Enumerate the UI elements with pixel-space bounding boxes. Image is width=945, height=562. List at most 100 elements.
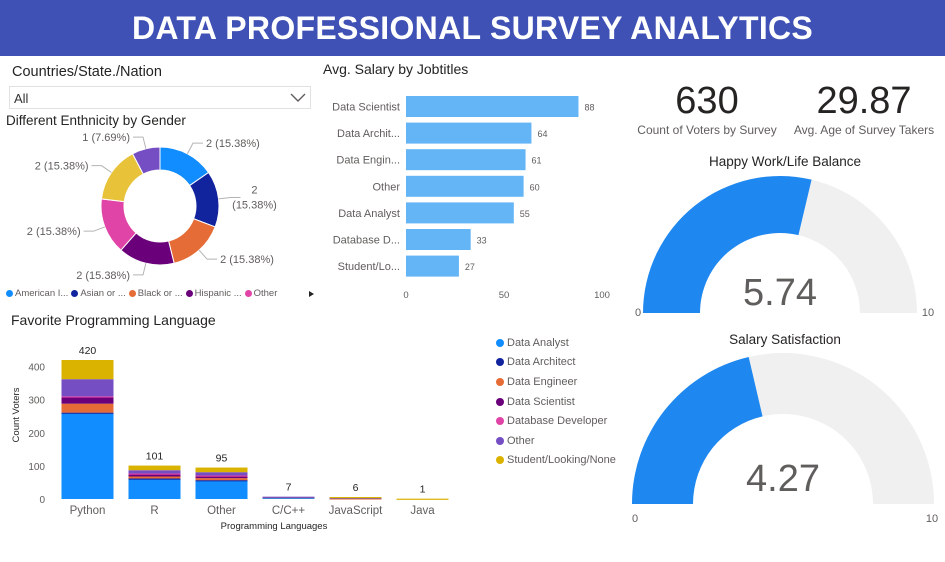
stacked-bar-segment [195,478,248,481]
stacked-bar-segment [396,498,449,500]
bar-data-label: 88 [584,103,594,113]
dashboard-title: DATA PROFESSIONAL SURVEY ANALYTICS [131,9,814,46]
stacked-bar-segment [128,470,181,474]
salary-bar [406,229,471,250]
stacked-bar-segment [61,403,114,413]
legend-label: Hispanic ... [194,288,242,299]
slicer-title: Countries/State./Nation [12,64,162,80]
salary-bar-title: Avg. Salary by Jobtitles [323,61,469,77]
stacked-bar-segment [61,360,114,380]
stacked-bar-segment [195,480,248,499]
programming-language-column-chart: 0 100 200 300 400 Count Voters 420 Python 101 R 95… [11,345,449,532]
legend-swatch [128,290,136,297]
x-tick-label: 0 [403,290,408,301]
salary-bar [406,255,459,277]
bar-category-label: Data Engin... [336,155,400,167]
donut-data-label: 1 (7.69%) [82,132,130,144]
bar-data-label: 60 [530,182,540,192]
donut-legend: American I... Asian or ... Black or ... … [6,288,280,299]
y-tick-label: 0 [39,495,45,506]
legend-label: Black or ... [137,288,183,299]
legend-item: Asian or ... [71,288,126,299]
voter-count-value: 630 [675,80,739,122]
bar-category-label: Database D... [333,235,400,247]
donut-leader-line [186,142,203,154]
bar-data-label: 64 [537,129,547,139]
chevron-down-icon [290,93,306,102]
donut-leader-line [198,249,218,260]
legend-swatch [496,358,504,367]
stacked-bar-segment [329,498,382,500]
gauge-value: 4.27 [746,458,820,500]
country-slicer-dropdown[interactable]: All [9,86,311,109]
legend-label: Asian or ... [80,288,126,299]
legend-swatch [244,290,252,297]
donut-slice [168,218,216,264]
donut-data-label: 2 (15.38%) [35,161,89,173]
legend-item: Student/Looking/None [496,451,616,471]
stacked-bar-segment [195,480,248,482]
dashboard-header: DATA PROFESSIONAL SURVEY ANALYTICS [0,0,945,56]
ethnicity-donut-chart: 2 (15.38%) 2 (15.38%) 2 (15.38%) 2 (15.38%) 2… [27,132,277,282]
column-total-label: 1 [420,484,426,496]
column-total-label: 6 [353,482,359,494]
legend-label: Data Analyst [507,336,569,349]
legend-next-arrow-icon[interactable] [308,290,315,298]
stacked-bar-segment [61,413,114,499]
gauge-max-label: 10 [922,307,934,319]
voter-count-card: 630 Count of Voters by Survey [627,80,787,137]
x-axis-title: Programming Languages [221,521,328,532]
donut-leader-line [133,136,147,149]
legend-item: American I... [6,288,68,299]
bar-data-label: 27 [465,262,475,272]
bar-category-label: Data Analyst [338,208,400,220]
x-tick-label: R [150,505,158,517]
donut-leader-line [91,165,112,173]
avg-age-label: Avg. Age of Survey Takers [793,123,935,137]
x-tick-label: Python [70,505,106,517]
language-chart-title: Favorite Programming Language [11,312,216,328]
legend-item: Data Scientist [496,392,616,412]
stacked-bar-segment [61,379,114,397]
legend-swatch [496,456,504,465]
stacked-bar-segment [128,476,181,479]
stacked-bar-segment [61,396,114,398]
donut-data-label: 2 [251,184,257,196]
legend-label: Database Developer [507,415,608,428]
legend-label: Data Architect [507,356,576,369]
x-tick-label: 100 [594,290,610,301]
bar-category-label: Student/Lo... [338,261,400,273]
bar-data-label: 55 [520,209,530,219]
donut-title: Different Enthnicity by Gender [6,113,186,128]
column-total-label: 101 [146,451,164,463]
column-total-label: 95 [216,453,228,465]
work-life-balance-gauge: 5.74 0 10 [635,175,934,319]
legend-item: Other [244,288,277,299]
salary-bar [406,149,526,171]
gauge-fill [632,356,763,504]
legend-label: Other [507,434,535,447]
legend-label: Data Scientist [507,395,575,408]
legend-label: American I... [15,288,69,299]
legend-item: Other [496,431,616,451]
stacked-bar-segment [195,467,248,473]
legend-label: Data Engineer [507,375,578,388]
donut-data-label: (15.38%) [232,199,277,211]
avg-age-card: 29.87 Avg. Age of Survey Takers [788,80,940,137]
stacked-bar-segment [61,397,114,404]
language-chart-legend: Data Analyst Data Architect Data Enginee… [496,333,616,470]
legend-swatch [496,397,504,406]
donut-leader-line [83,226,106,232]
legend-item: Database Developer [496,411,616,431]
legend-swatch [185,290,193,297]
x-tick-label: Java [410,505,435,517]
y-tick-label: 200 [28,429,45,440]
legend-swatch [6,290,13,297]
stacked-bar-segment [128,473,181,475]
x-tick-label: C/C++ [272,505,306,517]
stacked-bar-segment [262,496,315,498]
legend-item: Data Analyst [496,333,616,353]
legend-swatch [496,417,504,426]
y-tick-label: 400 [28,363,45,374]
stacked-bar-segment [128,465,181,471]
